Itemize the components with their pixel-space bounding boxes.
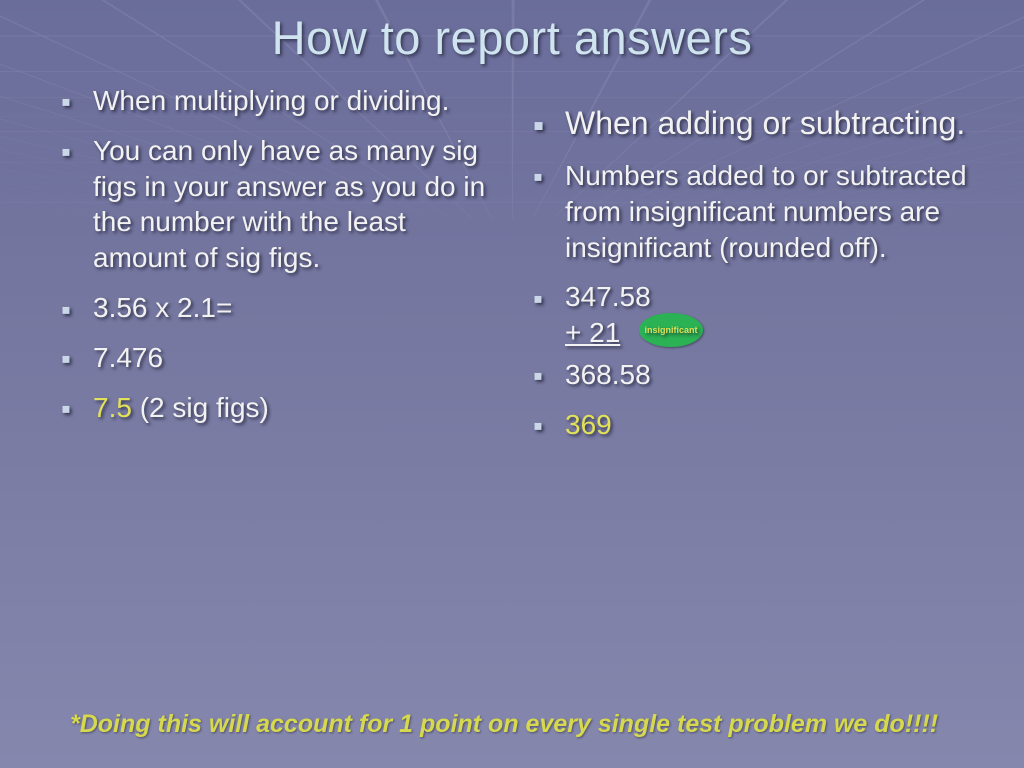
bullet-right-addition: 347.58 + 21 insignificant (527, 279, 969, 351)
bullet-right-rounded: 369 (527, 407, 969, 443)
left-column: When multiplying or dividing. You can on… (55, 83, 497, 457)
bullet-left-1: When multiplying or dividing. (55, 83, 497, 119)
bullet-left-3: 3.56 x 2.1= (55, 290, 497, 326)
bullet-right-heading: When adding or subtracting. (527, 103, 969, 144)
slide-title: How to report answers (55, 10, 969, 65)
bullet-right-rule: Numbers added to or subtracted from insi… (527, 158, 969, 265)
bullet-right-sum: 368.58 (527, 357, 969, 393)
bullet-left-2: You can only have as many sig figs in yo… (55, 133, 497, 276)
bullet-left-4: 7.476 (55, 340, 497, 376)
addition-line2: + 21 (565, 317, 620, 348)
bullet-left-5: 7.5 (2 sig figs) (55, 390, 497, 426)
highlighted-result: 7.5 (93, 392, 132, 423)
right-column: When adding or subtracting. Numbers adde… (527, 83, 969, 457)
insignificant-callout: insignificant (639, 313, 703, 347)
slide: How to report answers When multiplying o… (0, 0, 1024, 768)
addition-line1: 347.58 (565, 281, 651, 312)
two-column-layout: When multiplying or dividing. You can on… (55, 83, 969, 457)
result-suffix: (2 sig figs) (132, 392, 269, 423)
footer-note: *Doing this will account for 1 point on … (70, 709, 964, 740)
